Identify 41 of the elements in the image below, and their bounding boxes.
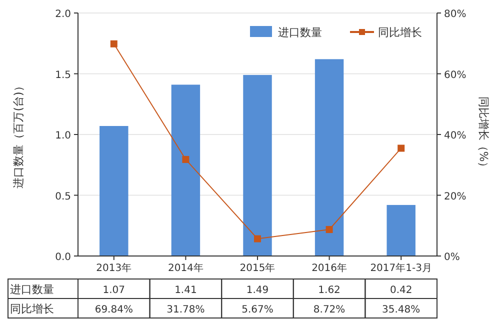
point bbox=[182, 156, 190, 163]
data-label: 5.67% bbox=[242, 304, 274, 316]
y-tick-label: 1.5 bbox=[55, 70, 71, 81]
y2-tick-label: 20% bbox=[444, 191, 466, 202]
x-tick-label: 2016年 bbox=[312, 262, 348, 274]
y2-tick-label: 60% bbox=[444, 70, 466, 81]
legend-label: 进口数量 bbox=[278, 26, 322, 39]
data-label: 1.49 bbox=[246, 285, 269, 296]
y-tick-label: 0.0 bbox=[55, 252, 71, 263]
data-label: 69.84% bbox=[94, 304, 133, 316]
bar bbox=[314, 59, 344, 256]
text: 同比增长 bbox=[10, 302, 54, 316]
x-tick-label: 2013年 bbox=[96, 262, 132, 274]
data-label: 31.78% bbox=[166, 304, 205, 316]
y-tick-label: 1.0 bbox=[55, 130, 71, 142]
y-axis-title: 进口数量（百万(台)） bbox=[12, 80, 25, 188]
point bbox=[398, 144, 405, 152]
y2-tick-label: 40% bbox=[444, 130, 466, 142]
x-tick-label: 2017年1-3月 bbox=[370, 262, 432, 274]
bar bbox=[171, 84, 200, 256]
legend-label: 同比增长 bbox=[378, 26, 422, 39]
x-tick-label: 2014年 bbox=[168, 262, 204, 274]
y-tick-label: 0.5 bbox=[55, 191, 71, 202]
y2-tick-label: 0% bbox=[444, 252, 460, 263]
y2-axis-title: 同比增长（%） bbox=[477, 96, 490, 173]
bar bbox=[100, 126, 128, 256]
point bbox=[326, 226, 333, 234]
data-label: 8.72% bbox=[313, 304, 346, 316]
text: 进口数量 bbox=[10, 283, 54, 296]
data-label: 35.48% bbox=[382, 304, 420, 316]
y-tick-label: 2.0 bbox=[55, 9, 71, 20]
data-label: 1.41 bbox=[174, 285, 197, 296]
data-label: 1.62 bbox=[318, 285, 340, 296]
point bbox=[110, 40, 118, 48]
bar bbox=[386, 204, 416, 256]
point bbox=[254, 235, 261, 242]
x-tick-label: 2015年 bbox=[240, 262, 276, 274]
data-label: 0.42 bbox=[390, 285, 412, 296]
y2-tick-label: 80% bbox=[444, 9, 466, 20]
data-label: 1.07 bbox=[102, 285, 126, 296]
bar bbox=[243, 74, 272, 256]
